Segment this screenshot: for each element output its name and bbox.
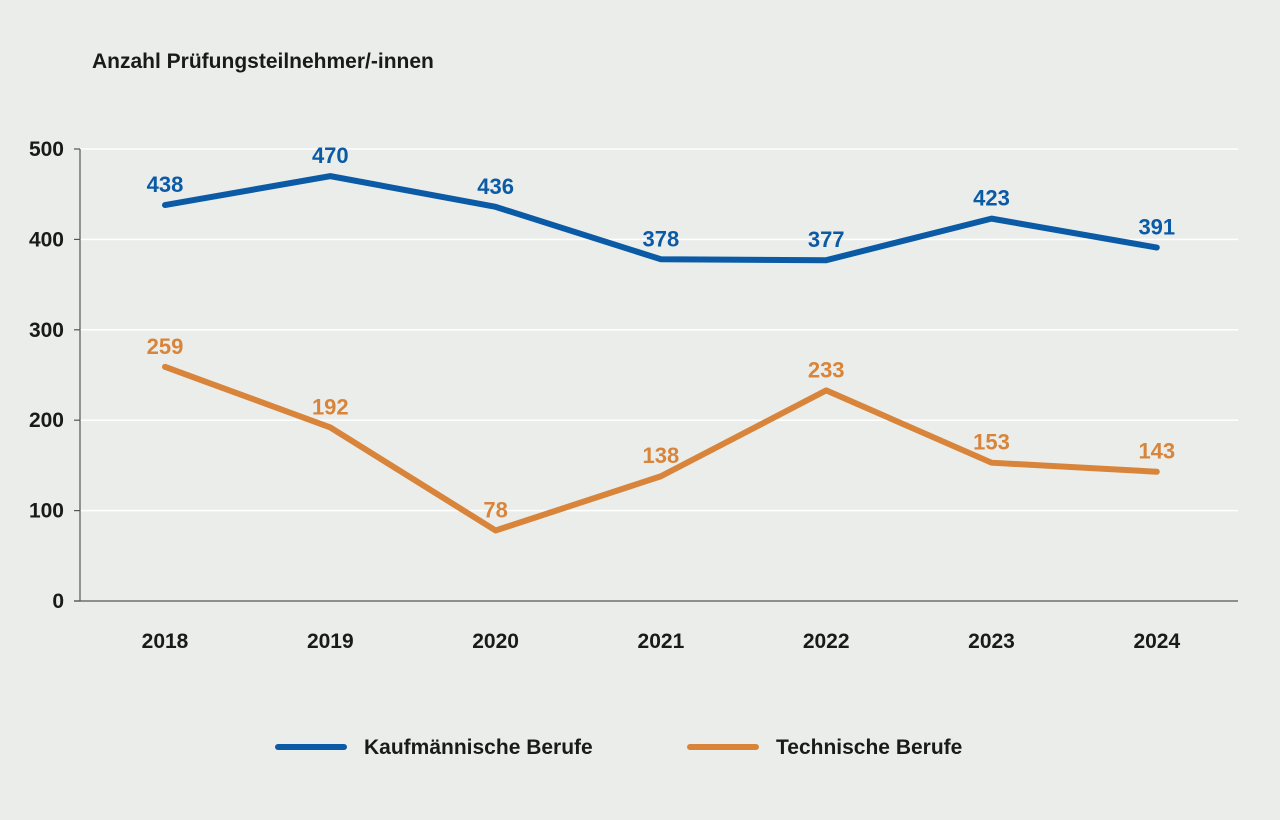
y-axis-ticks: 0 100 200 300 400 500 bbox=[29, 138, 64, 613]
legend-label-kaufmaennische: Kaufmännische Berufe bbox=[364, 736, 593, 759]
axes bbox=[74, 148, 1238, 602]
y-tick-label-500: 500 bbox=[29, 138, 64, 161]
grid-lines bbox=[80, 148, 1238, 512]
data-label-technische-2021: 138 bbox=[643, 443, 680, 468]
legend: Kaufmännische Berufe Technische Berufe bbox=[275, 736, 962, 759]
x-tick-label-2021: 2021 bbox=[638, 630, 685, 653]
data-label-kaufmaennische-2018: 438 bbox=[147, 172, 184, 197]
data-label-technische-2018: 259 bbox=[147, 334, 184, 359]
x-tick-label-2023: 2023 bbox=[968, 630, 1015, 653]
x-tick-label-2024: 2024 bbox=[1133, 630, 1180, 653]
data-label-kaufmaennische-2024: 391 bbox=[1138, 215, 1175, 240]
x-tick-label-2019: 2019 bbox=[307, 630, 354, 653]
data-label-kaufmaennische-2022: 377 bbox=[808, 227, 845, 252]
data-label-kaufmaennische-2019: 470 bbox=[312, 143, 349, 168]
series-line-kaufmaennische bbox=[162, 173, 1160, 264]
y-tick-label-400: 400 bbox=[29, 228, 64, 251]
y-tick-label-0: 0 bbox=[52, 590, 64, 613]
data-label-kaufmaennische-2020: 436 bbox=[477, 174, 514, 199]
data-labels: 438 470 436 378 377 423 391 259 192 78 138 233 153 14… bbox=[147, 143, 1176, 522]
y-tick-label-100: 100 bbox=[29, 500, 64, 523]
y-tick-label-300: 300 bbox=[29, 319, 64, 342]
x-tick-label-2018: 2018 bbox=[142, 630, 189, 653]
data-label-technische-2022: 233 bbox=[808, 357, 845, 382]
data-label-kaufmaennische-2023: 423 bbox=[973, 186, 1010, 211]
x-tick-label-2020: 2020 bbox=[472, 630, 519, 653]
data-label-technische-2024: 143 bbox=[1138, 439, 1175, 464]
x-tick-label-2022: 2022 bbox=[803, 630, 850, 653]
legend-label-technische: Technische Berufe bbox=[776, 736, 962, 759]
data-label-kaufmaennische-2021: 378 bbox=[643, 226, 680, 251]
series-lines bbox=[162, 173, 1160, 534]
data-label-technische-2019: 192 bbox=[312, 394, 349, 419]
series-line-technische bbox=[162, 363, 1160, 534]
x-axis-ticks: 2018 2019 2020 2021 2022 2023 2024 bbox=[142, 630, 1181, 653]
data-label-technische-2023: 153 bbox=[973, 430, 1010, 455]
y-axis-title: Anzahl Prüfungsteilnehmer/-innen bbox=[92, 50, 434, 73]
y-tick-label-200: 200 bbox=[29, 409, 64, 432]
data-label-technische-2020: 78 bbox=[483, 497, 507, 522]
